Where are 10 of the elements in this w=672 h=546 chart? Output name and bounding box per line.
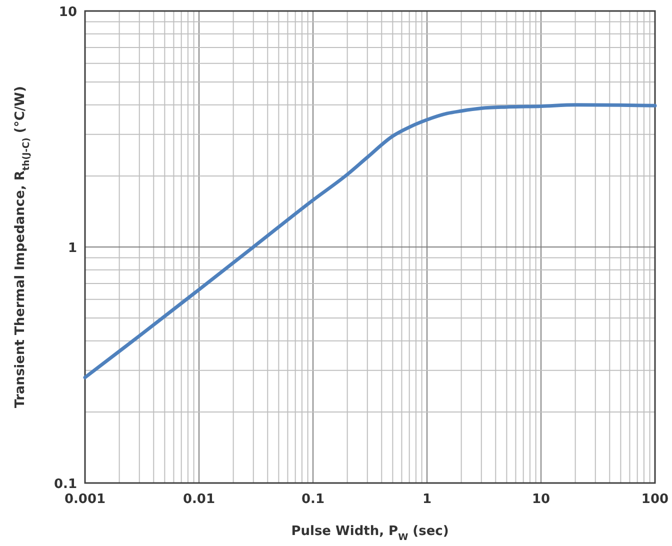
x-tick-label: 1 — [422, 492, 432, 507]
x-tick-label: 0.1 — [301, 492, 325, 507]
x-axis-title: Pulse Width, P$_{W}$ (sec) — [291, 524, 449, 543]
x-tick-label: 100 — [641, 492, 669, 507]
y-tick-label: 1 — [68, 241, 77, 256]
x-tick-label: 0.001 — [64, 492, 106, 507]
y-tick-label: 0.1 — [54, 477, 77, 492]
x-tick-label: 0.01 — [182, 492, 216, 507]
x-tick-label: 10 — [532, 492, 550, 507]
y-tick-label: 10 — [58, 5, 77, 20]
